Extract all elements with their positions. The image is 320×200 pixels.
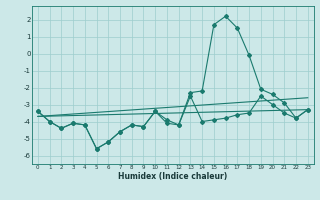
X-axis label: Humidex (Indice chaleur): Humidex (Indice chaleur) bbox=[118, 172, 228, 181]
